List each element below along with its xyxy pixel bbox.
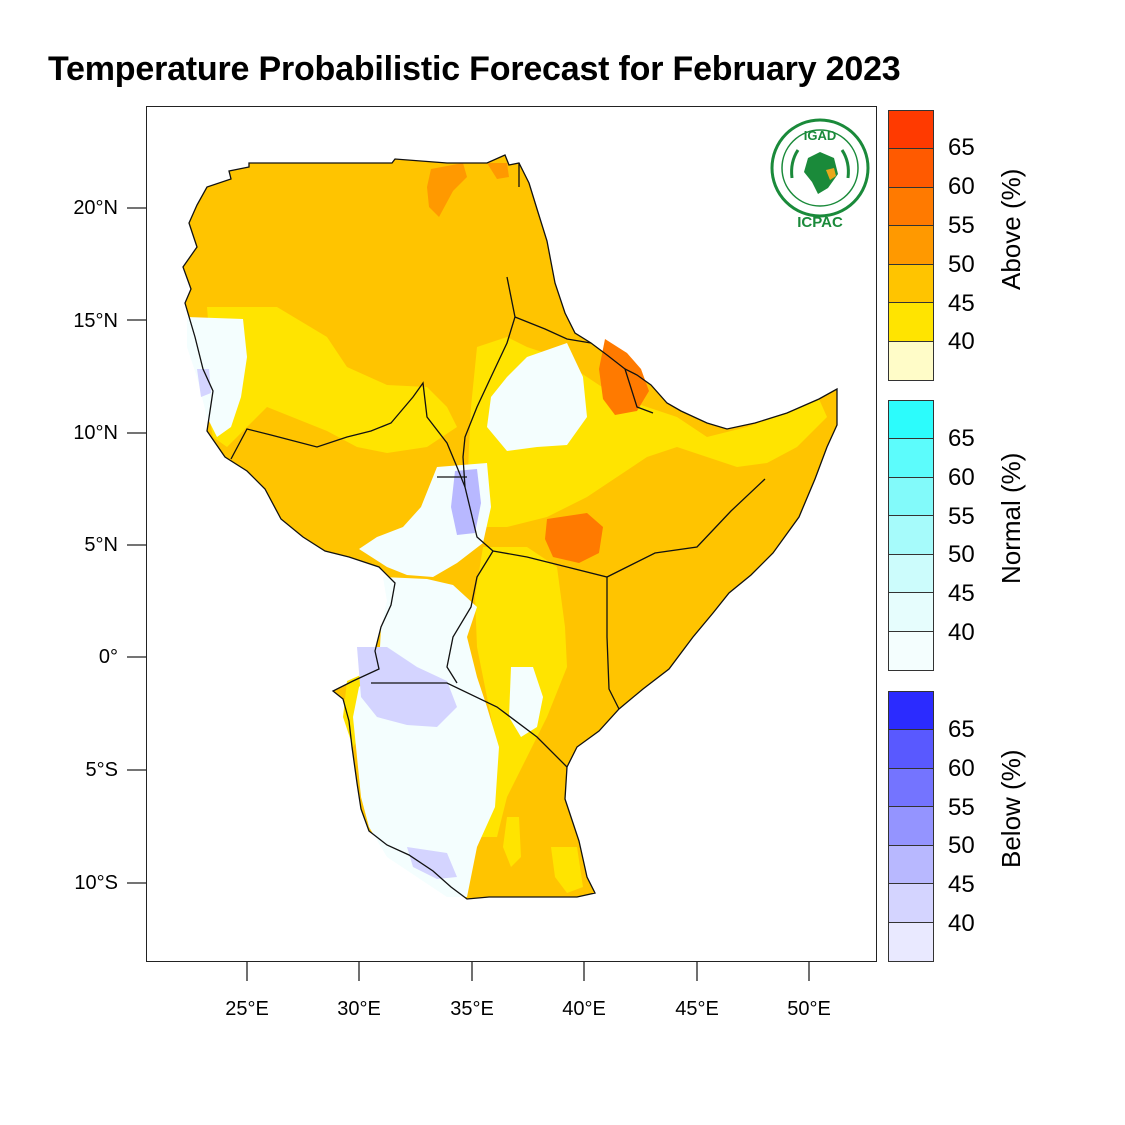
colorbar-tick: 45 xyxy=(948,580,975,607)
colorbar-cell xyxy=(889,845,933,885)
map-title: Temperature Probabilistic Forecast for F… xyxy=(48,50,901,88)
lat-label: 20°N xyxy=(73,197,118,219)
colorbar-above xyxy=(888,110,934,381)
colorbar-tick: 40 xyxy=(948,619,975,646)
colorbar-cell xyxy=(889,303,933,342)
lat-label: 10°S xyxy=(74,872,118,894)
colorbar-tick: 55 xyxy=(948,503,975,530)
forecast-map xyxy=(182,154,838,900)
colorbar-cell xyxy=(889,516,933,555)
colorbar-tick: 45 xyxy=(948,871,975,898)
colorbar-cell xyxy=(889,692,933,731)
lat-label: 0° xyxy=(98,646,118,668)
lat-label: 15°N xyxy=(73,310,118,332)
igad-logo-icon xyxy=(770,118,870,218)
colorbar-cell xyxy=(889,341,933,380)
colorbar-tick: 65 xyxy=(948,134,975,161)
lon-ticks xyxy=(246,961,810,981)
colorbar-cell xyxy=(889,264,933,304)
lon-label: 35°E xyxy=(450,998,494,1020)
lon-label: 40°E xyxy=(562,998,606,1020)
colorbar-cell xyxy=(889,807,933,846)
colorbar-cell xyxy=(889,922,933,961)
colorbar-tick: 55 xyxy=(948,794,975,821)
colorbar-cell xyxy=(889,884,933,923)
colorbar-cell xyxy=(889,187,933,227)
colorbar-tick: 45 xyxy=(948,290,975,317)
lon-label: 25°E xyxy=(225,998,269,1020)
colorbar-tick: 60 xyxy=(948,464,975,491)
colorbar-cell xyxy=(889,226,933,265)
colorbar-tick: 50 xyxy=(948,251,975,278)
colorbar-normal xyxy=(888,400,934,671)
colorbar-tick: 40 xyxy=(948,910,975,937)
map-panel[interactable] xyxy=(146,106,877,962)
lon-label: 30°E xyxy=(337,998,381,1020)
region-below45 xyxy=(451,469,481,535)
region-normal40 xyxy=(187,317,247,437)
colorbar-cell xyxy=(889,593,933,632)
colorbar-title-above: Above (%) xyxy=(996,168,1026,290)
country-borders xyxy=(182,154,838,900)
colorbar-cell xyxy=(889,730,933,769)
colorbar-cell xyxy=(889,401,933,440)
region-above45 xyxy=(183,155,837,899)
colorbar-cell xyxy=(889,149,933,188)
lat-ticks xyxy=(127,207,146,884)
colorbar-title-normal: Normal (%) xyxy=(996,452,1026,584)
region-above55 xyxy=(545,513,603,563)
colorbar-tick: 50 xyxy=(948,832,975,859)
lat-label: 10°N xyxy=(73,422,118,444)
lat-label: 5°N xyxy=(84,534,118,556)
lon-label: 45°E xyxy=(675,998,719,1020)
colorbar-tick: 60 xyxy=(948,173,975,200)
colorbar-cell xyxy=(889,111,933,150)
colorbar-title-below: Below (%) xyxy=(996,749,1026,868)
logo-bottom-text: ICPAC xyxy=(797,214,843,231)
colorbar-tick: 60 xyxy=(948,755,975,782)
colorbar-cell xyxy=(889,477,933,517)
colorbar-tick: 50 xyxy=(948,541,975,568)
colorbar-below xyxy=(888,691,934,962)
igad-icpac-logo: IGAD ICPAC xyxy=(768,118,872,234)
logo-top-text: IGAD xyxy=(803,128,837,143)
colorbar-tick: 40 xyxy=(948,328,975,355)
lat-label: 5°S xyxy=(85,759,118,781)
colorbar-cell xyxy=(889,439,933,478)
colorbar-tick: 55 xyxy=(948,212,975,239)
colorbar-tick: 65 xyxy=(948,716,975,743)
colorbar-cell xyxy=(889,554,933,594)
colorbar-cell xyxy=(889,768,933,808)
lon-label: 50°E xyxy=(787,998,831,1020)
colorbar-tick: 65 xyxy=(948,425,975,452)
colorbar-cell xyxy=(889,631,933,670)
